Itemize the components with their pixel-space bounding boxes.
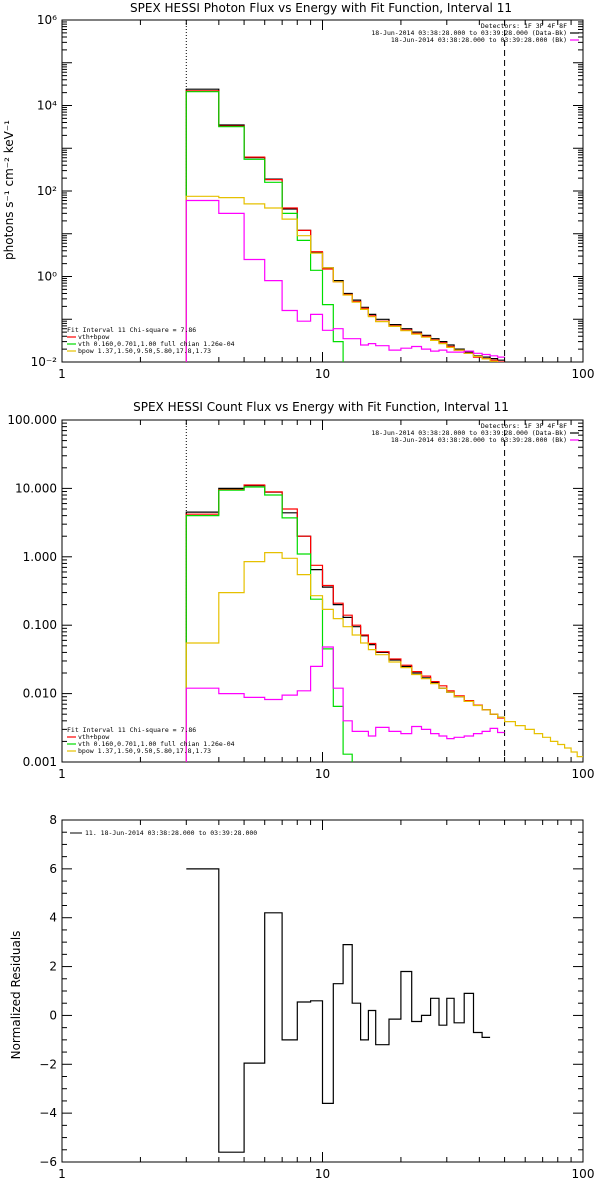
count-flux-title: SPEX HESSI Count Flux vs Energy with Fit… (133, 400, 509, 414)
y-tick-label: −6 (39, 1155, 57, 1169)
series-residuals (186, 868, 491, 1153)
photon-flux-title: SPEX HESSI Photon Flux vs Energy with Fi… (130, 1, 512, 15)
residuals-panel: Normalized Residuals 1 10 100 −6 −4 −2 0 2 4 6 8 11… (9, 813, 594, 1181)
series-bpow (185, 195, 499, 362)
y-tick-label: 100.000 (7, 413, 57, 427)
legend-text: Fit Interval 11 Chi-square = 7.86 (67, 326, 196, 334)
legend-text: bpow 1.37,1.50,9.50,5.80,17.8,1.73 (78, 747, 211, 755)
photon-flux-ylabel: photons s⁻¹ cm⁻² keV⁻¹ (2, 120, 16, 260)
y-tick-label: 8 (49, 813, 57, 827)
y-tick-label: 0.010 (23, 687, 57, 701)
series-background (185, 646, 505, 762)
y-tick-label: 10⁶ (37, 13, 57, 27)
legend-text: 18-Jun-2014 03:38:28.000 to 03:39:28.000… (371, 29, 567, 37)
count-flux-panel: SPEX HESSI Count Flux vs Energy with Fit… (7, 400, 595, 781)
legend-text: Detectors: 1F 3F 4F 8F (481, 422, 567, 430)
legend-text: Fit Interval 11 Chi-square = 7.86 (67, 726, 196, 734)
y-tick-label: 4 (49, 911, 57, 925)
legend-text: vth+bpow (78, 733, 109, 741)
series-group (186, 868, 491, 1153)
series-vth (185, 91, 344, 362)
legend-text: bpow 1.37,1.50,9.50,5.80,17.8,1.73 (78, 347, 211, 355)
legend-text: Detectors: 1F 3F 4F 8F (481, 22, 567, 30)
y-tick-label: −2 (39, 1057, 57, 1071)
legend-text: vth 0.160,0.701,1.00 full chian 1.26e-04 (78, 340, 235, 348)
y-tick-label: 1.000 (23, 550, 57, 564)
plot-frame (61, 819, 584, 1163)
y-tick-label: 10.000 (15, 481, 57, 495)
legend-text: 18-Jun-2014 03:38:28.000 to 03:39:28.000… (371, 429, 567, 437)
series-vth (185, 486, 353, 762)
y-tick-label: 10² (37, 184, 57, 198)
series-background (185, 199, 505, 362)
series-data (185, 485, 505, 762)
x-tick-label: 10 (315, 367, 330, 381)
x-tick-label: 1 (58, 767, 66, 781)
x-tick-label: 10 (315, 767, 330, 781)
y-tick-label: 10⁻² (31, 355, 58, 369)
residuals-ylabel: Normalized Residuals (9, 931, 23, 1060)
y-tick-label: 10⁴ (37, 99, 57, 113)
y-tick-label: 0.001 (23, 755, 57, 769)
y-tick-label: 0.100 (23, 618, 57, 632)
y-tick-label: 6 (49, 862, 57, 876)
x-tick-label: 10 (315, 1167, 330, 1181)
series-vth-bpow (185, 484, 505, 762)
series-group (185, 88, 505, 362)
y-tick-label: 2 (49, 960, 57, 974)
x-tick-label: 100 (572, 367, 595, 381)
x-tick-label: 1 (58, 1167, 66, 1181)
legend-text: vth 0.160,0.701,1.00 full chian 1.26e-04 (78, 740, 235, 748)
y-tick-label: −4 (39, 1106, 57, 1120)
legend-text: 18-Jun-2014 03:38:28.000 to 03:39:28.000… (391, 436, 567, 444)
x-tick-label: 1 (58, 367, 66, 381)
x-tick-label: 100 (572, 1167, 595, 1181)
y-tick-label: 10⁰ (37, 270, 57, 284)
x-tick-label: 100 (572, 767, 595, 781)
legend-text: 18-Jun-2014 03:38:28.000 to 03:39:28.000… (391, 36, 567, 44)
y-tick-label: 0 (49, 1008, 57, 1022)
series-data (185, 88, 505, 362)
series-bpow (185, 552, 583, 762)
series-group (185, 484, 583, 762)
legend-text: vth+bpow (78, 333, 109, 341)
legend-text: 11. 18-Jun-2014 03:38:28.000 to 03:39:28… (85, 829, 257, 837)
photon-flux-panel: SPEX HESSI Photon Flux vs Energy with Fi… (2, 1, 594, 381)
series-vth-bpow (185, 90, 505, 362)
